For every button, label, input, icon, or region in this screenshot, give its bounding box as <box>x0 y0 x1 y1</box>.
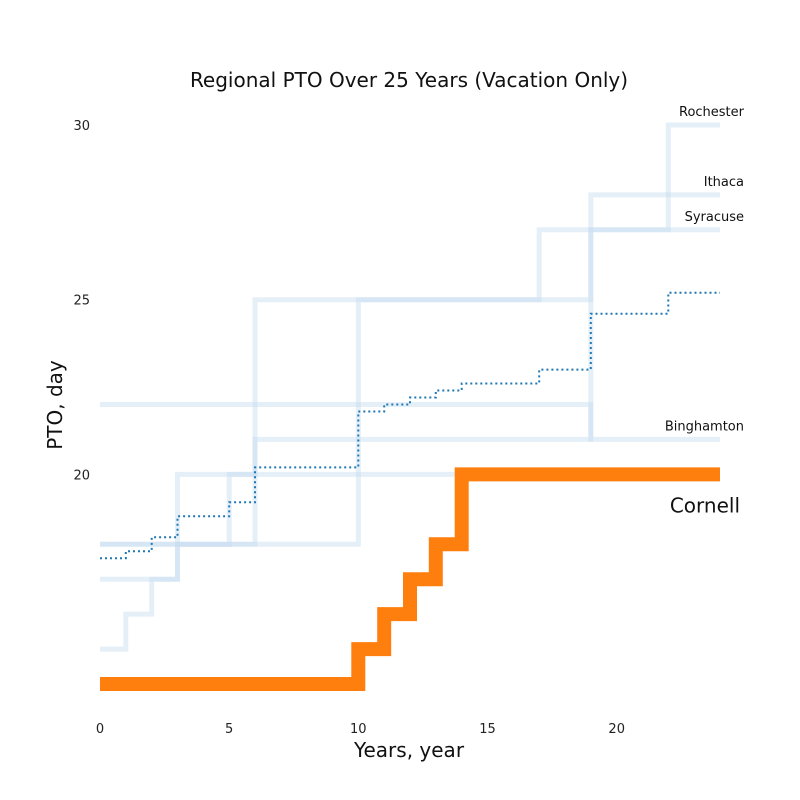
series-label-ithaca: Ithaca <box>704 175 744 190</box>
series-labels: Rochester Ithaca Syracuse Binghamton Cornell <box>665 105 745 517</box>
series-line-binghamton <box>100 402 720 442</box>
y-tick-label: 30 <box>73 119 90 134</box>
context-series-layer <box>100 122 720 652</box>
series-label-rochester: Rochester <box>679 105 745 120</box>
average-series-layer <box>100 291 720 560</box>
series-line-ithaca <box>100 192 720 547</box>
series-label-syracuse: Syracuse <box>685 210 744 225</box>
series-line-cornell <box>100 467 720 691</box>
series-label-cornell: Cornell <box>670 493 740 517</box>
series-line-average <box>100 291 720 560</box>
x-tick-label: 5 <box>225 722 233 737</box>
x-tick-label: 10 <box>350 722 367 737</box>
x-axis-title: Years, year <box>353 738 465 762</box>
y-tick-label: 25 <box>73 294 90 309</box>
x-tick-label: 0 <box>96 722 104 737</box>
series-line-rochester <box>100 122 720 652</box>
series-label-binghamton: Binghamton <box>665 419 744 434</box>
series-line-syracuse <box>100 227 720 547</box>
tick-labels: 0 5 10 15 20 20 25 30 <box>73 119 625 737</box>
x-tick-label: 20 <box>608 722 625 737</box>
chart-title: Regional PTO Over 25 Years (Vacation Onl… <box>190 68 628 92</box>
series-line-context-4 <box>100 471 720 582</box>
y-axis-title: PTO, day <box>43 360 67 450</box>
y-tick-label: 20 <box>73 468 90 483</box>
highlight-series-layer <box>100 467 720 691</box>
x-tick-label: 15 <box>479 722 496 737</box>
